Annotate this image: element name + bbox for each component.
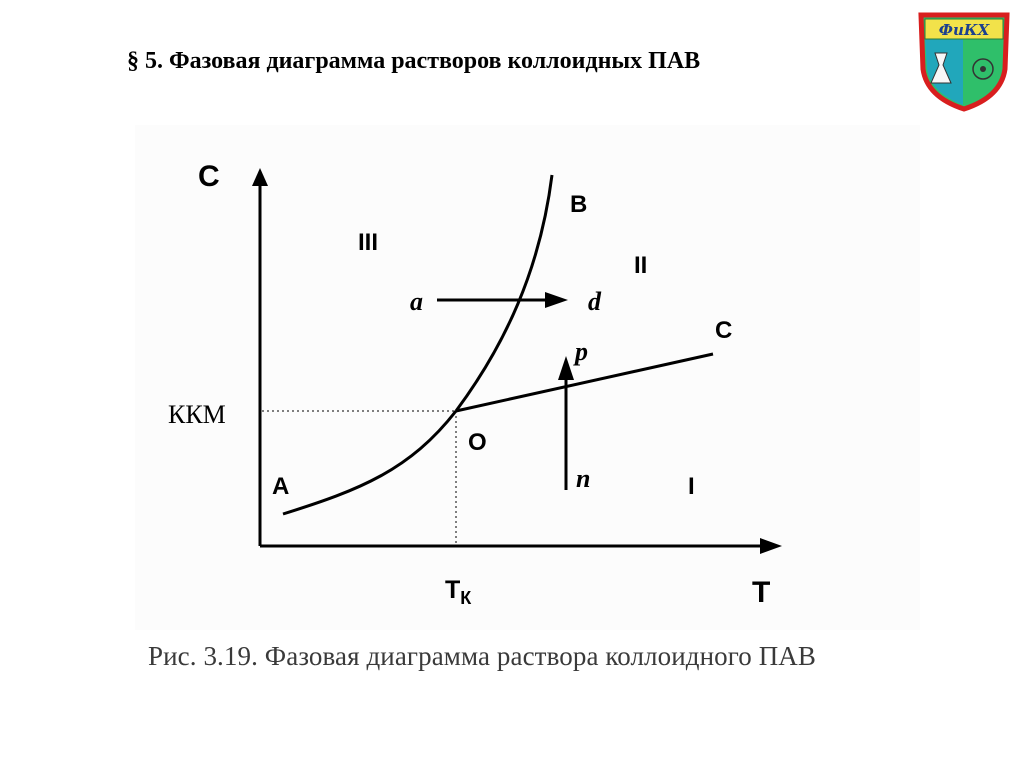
point-B-label: В xyxy=(570,191,587,218)
point-A-label: А xyxy=(272,473,289,500)
x-axis-arrow xyxy=(760,538,782,554)
logo-text: ФиКХ xyxy=(939,21,991,39)
faculty-logo: ФиКХ xyxy=(918,12,1010,112)
path-a-label: a xyxy=(410,287,423,316)
point-C-label: С xyxy=(715,317,732,344)
kkm-label: ККМ xyxy=(168,400,226,429)
region-II-label: II xyxy=(634,252,647,279)
slide-title: § 5. Фазовая диаграмма растворов коллоид… xyxy=(127,48,701,74)
y-axis-label: С xyxy=(198,160,220,193)
logo-atom-icon xyxy=(972,58,994,80)
path-n-label: n xyxy=(576,464,590,493)
path-d-label: d xyxy=(588,287,602,316)
x-axis-label: Т xyxy=(752,576,770,609)
arrow-n-p-head xyxy=(558,356,574,380)
curve-AO xyxy=(282,410,458,516)
point-O-label: О xyxy=(468,429,487,456)
arrow-a-d-head xyxy=(545,292,568,308)
logo-atom-core xyxy=(980,66,986,72)
y-axis-arrow xyxy=(252,168,268,186)
logo-flask-icon xyxy=(930,52,952,84)
line-OC xyxy=(455,352,714,413)
region-III-label: III xyxy=(358,229,378,256)
region-I-label: I xyxy=(688,473,695,500)
logo-banner xyxy=(924,18,1004,40)
tk-label: ТК xyxy=(445,576,472,608)
figure-caption: Рис. 3.19. Фазовая диаграмма раствора ко… xyxy=(148,641,817,671)
path-p-label: p xyxy=(573,337,588,366)
curve-OB xyxy=(454,174,554,412)
